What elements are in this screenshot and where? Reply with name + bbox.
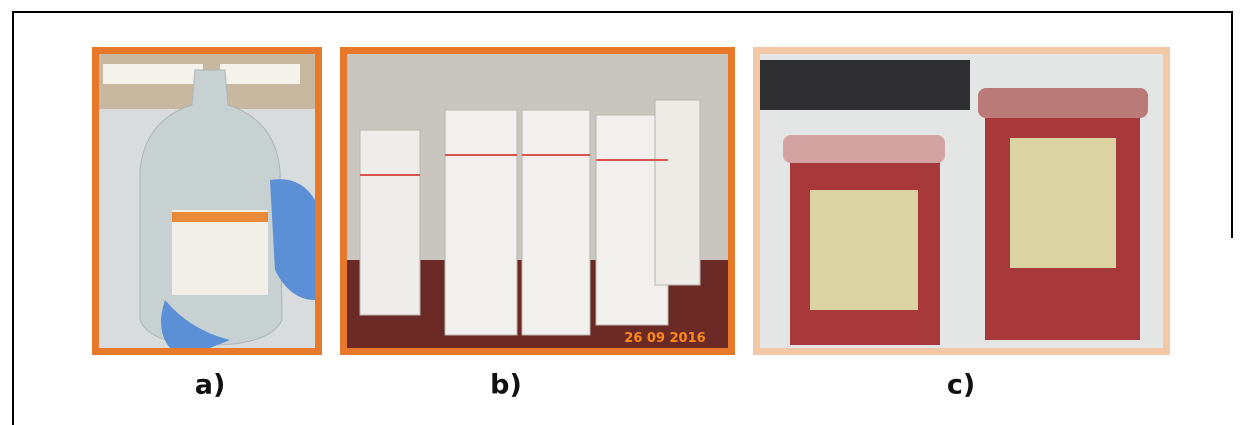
bottle-label [172,210,268,295]
container-label [1010,138,1116,268]
container-lid [783,135,945,163]
panel-label: b) [490,370,522,401]
window-pane [220,64,300,84]
container-lid [978,88,1148,118]
box [654,99,701,286]
box [359,129,421,316]
label-band [172,212,268,222]
bed [760,60,970,110]
glove [270,179,315,300]
photo-a [92,47,322,355]
window-pane [103,64,203,84]
box [521,109,591,336]
photo-c [753,47,1170,355]
glove [161,300,230,348]
container-label [810,190,918,310]
panel-label: c) [947,370,975,401]
date-stamp: 26 09 2016 [624,331,705,346]
box [444,109,518,336]
photo-b: 26 09 2016 [340,47,735,355]
panel-label: a) [195,370,226,401]
